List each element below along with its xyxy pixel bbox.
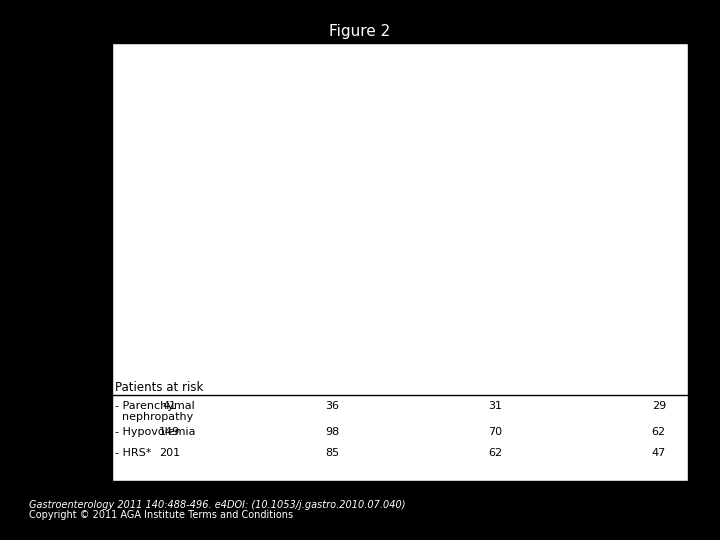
Text: 201: 201 bbox=[158, 448, 180, 458]
Text: 62: 62 bbox=[489, 448, 503, 458]
Y-axis label: Probability of survival: Probability of survival bbox=[120, 127, 134, 300]
Text: - Hypovolemia: - Hypovolemia bbox=[115, 427, 196, 437]
Text: - Parenchymal
  nephropathy: - Parenchymal nephropathy bbox=[115, 401, 195, 422]
Text: 41: 41 bbox=[162, 401, 176, 411]
Text: Parenchymal
nephropathy: Parenchymal nephropathy bbox=[522, 94, 608, 123]
Text: HRS*: HRS* bbox=[522, 268, 556, 281]
Text: 85: 85 bbox=[325, 448, 339, 458]
X-axis label: Days: Days bbox=[393, 395, 435, 410]
Text: 29: 29 bbox=[652, 401, 666, 411]
Text: 31: 31 bbox=[489, 401, 503, 411]
Text: 47: 47 bbox=[652, 448, 666, 458]
Text: 98: 98 bbox=[325, 427, 340, 437]
Text: 36: 36 bbox=[325, 401, 339, 411]
Text: Gastroenterology 2011 140:488-496. e4DOI: (10.1053/j.gastro.2010.07.040): Gastroenterology 2011 140:488-496. e4DOI… bbox=[29, 500, 405, 510]
Text: Hypovolemia: Hypovolemia bbox=[522, 194, 609, 207]
Text: 62: 62 bbox=[652, 427, 666, 437]
Text: Figure 2: Figure 2 bbox=[329, 24, 391, 39]
Text: Patients at risk: Patients at risk bbox=[115, 381, 204, 394]
Text: 149: 149 bbox=[158, 427, 180, 437]
Text: 70: 70 bbox=[489, 427, 503, 437]
Text: Copyright © 2011 AGA Institute Terms and Conditions: Copyright © 2011 AGA Institute Terms and… bbox=[29, 510, 293, 521]
Text: - HRS*: - HRS* bbox=[115, 448, 152, 458]
